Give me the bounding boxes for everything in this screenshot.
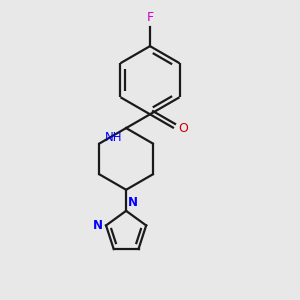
Text: NH: NH (105, 131, 123, 144)
Text: O: O (178, 122, 188, 135)
Text: F: F (146, 11, 154, 24)
Text: N: N (128, 196, 138, 209)
Text: N: N (93, 219, 103, 232)
